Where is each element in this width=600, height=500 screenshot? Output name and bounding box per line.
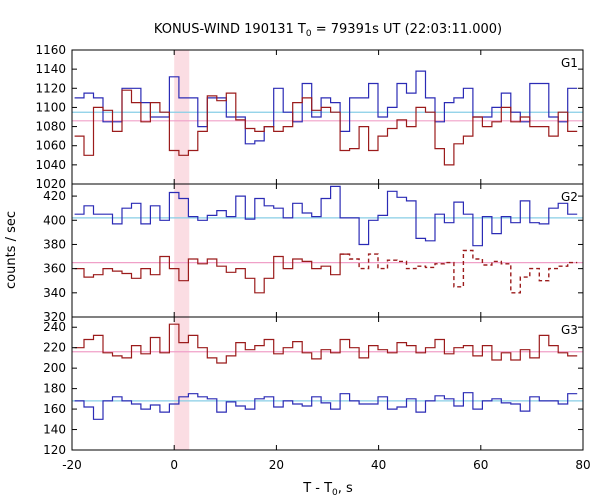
series-blue-line	[74, 185, 578, 247]
y-tick-label: 1140	[35, 62, 66, 76]
x-tick-label: 20	[269, 458, 284, 472]
x-tick-label: 60	[473, 458, 488, 472]
highlight-band	[174, 50, 190, 450]
panels-layer: 1020 1040 1060 1080 1100 1120 1140 1160 G1 320 340…	[35, 43, 590, 472]
y-tick-label: 400	[43, 213, 66, 227]
chart-title-subscript: 0	[306, 29, 312, 39]
panel-frame	[71, 316, 584, 451]
x-tick-label: 0	[170, 458, 178, 472]
y-tick-label: 120	[43, 443, 66, 457]
y-tick-label: 200	[43, 361, 66, 375]
series-blue-line	[74, 392, 578, 420]
chart-title-main: KONUS-WIND 190131 T	[154, 22, 306, 37]
panel-label: G1	[561, 56, 578, 70]
series-red-line	[74, 323, 578, 364]
y-tick-label: 1040	[35, 158, 66, 172]
y-tick-label: 140	[43, 423, 66, 437]
x-axis-label-rest: , s	[338, 481, 353, 496]
chart-title-rest: = 79391s UT (22:03:11.000)	[312, 22, 502, 37]
y-tick-label: 1120	[35, 81, 66, 95]
y-tick-label: 1160	[35, 43, 66, 57]
y-tick-label: 320	[43, 310, 66, 324]
y-tick-label: 180	[43, 382, 66, 396]
y-tick-label: 380	[43, 237, 66, 251]
panel-g2: 320 340 360 380 400 420 G2	[43, 183, 584, 324]
y-tick-label: 420	[43, 189, 66, 203]
x-axis-label-main: T - T	[302, 481, 332, 496]
y-tick-label: 1060	[35, 139, 66, 153]
panel-label: G2	[561, 190, 578, 204]
panel-g1: 1020 1040 1060 1080 1100 1120 1140 1160 G1	[35, 43, 584, 191]
panel-label: G3	[561, 323, 578, 337]
x-tick-label: 80	[575, 458, 590, 472]
y-tick-label: 1080	[35, 120, 66, 134]
panel-frame	[71, 49, 584, 185]
y-tick-label: 340	[43, 286, 66, 300]
y-tick-label: 360	[43, 262, 66, 276]
highlight-band-layer	[174, 50, 190, 450]
panel-frame	[71, 183, 584, 318]
chart-title: KONUS-WIND 190131 T0 = 79391s UT (22:03:…	[154, 22, 502, 39]
y-axis-label: counts / sec	[4, 211, 19, 289]
series-red-line	[74, 89, 578, 166]
y-tick-label: 220	[43, 341, 66, 355]
y-tick-label: 1020	[35, 177, 66, 191]
x-tick-label: -20	[62, 458, 82, 472]
x-tick-label: 40	[371, 458, 386, 472]
y-tick-label: 1100	[35, 100, 66, 114]
panel-g3: 120 140 160 180 200 220 240 G3	[43, 316, 584, 457]
series-red-line-dashed	[340, 249, 578, 294]
y-tick-label: 160	[43, 402, 66, 416]
y-tick-label: 240	[43, 320, 66, 334]
x-axis-label: T - T0, s	[302, 481, 353, 498]
x-axis-label-subscript: 0	[332, 488, 338, 498]
series-red-line	[74, 253, 350, 294]
